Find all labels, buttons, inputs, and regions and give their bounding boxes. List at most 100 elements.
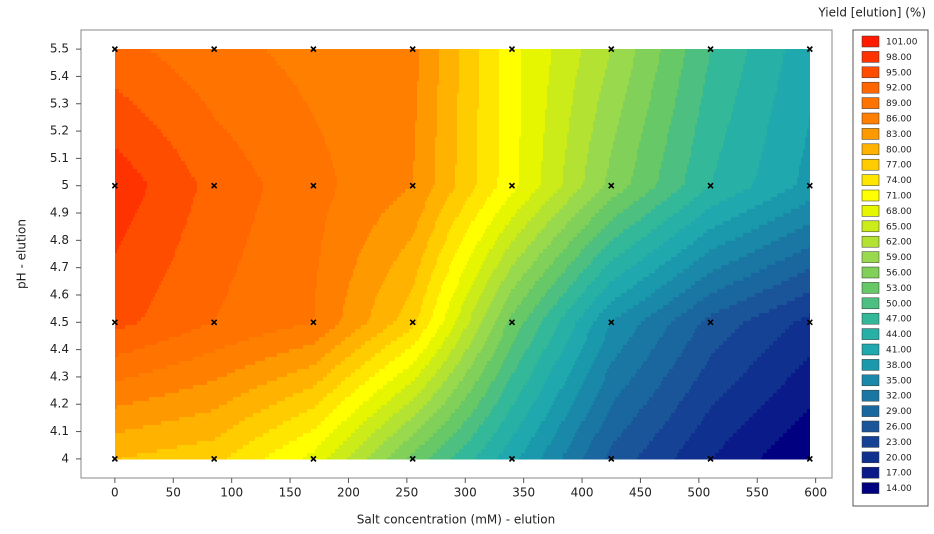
contour-cell [660,165,688,170]
contour-cell [244,245,322,250]
contour-cell [784,257,810,262]
contour-cell [570,405,592,410]
contour-cell [578,425,602,430]
contour-cell [634,329,666,334]
contour-cell [766,221,810,226]
contour-cell [444,277,460,282]
contour-cell [392,321,418,326]
contour-cell [666,217,696,222]
y-tick-label: 5.5 [50,42,69,56]
contour-cell [132,401,228,406]
contour-cell [166,365,246,370]
contour-cell [588,149,612,154]
contour-cell [574,213,596,218]
contour-cell [180,233,250,238]
contour-cell [742,189,786,194]
contour-cell [612,441,650,446]
contour-cell [382,281,416,286]
contour-cell [516,257,538,262]
contour-cell [734,101,774,106]
contour-cell [114,105,138,110]
contour-cell [564,269,584,274]
contour-cell [648,273,678,278]
contour-cell [224,345,304,350]
contour-cell [624,93,652,98]
contour-cell [612,237,642,242]
contour-cell [608,157,638,162]
contour-cell [692,137,726,142]
contour-cell [326,217,380,222]
contour-cell [622,429,660,434]
contour-cell [682,65,708,70]
contour-cell [550,337,570,342]
contour-cell [172,145,240,150]
contour-cell [426,241,446,246]
contour-cell [268,405,316,410]
contour-cell [498,77,522,82]
contour-cell [494,349,510,354]
contour-cell [516,233,538,238]
contour-cell [590,325,610,330]
contour-cell [588,145,614,150]
contour-cell [344,337,372,342]
contour-cell [540,297,560,302]
contour-cell [618,121,646,126]
contour-cell [514,369,534,374]
contour-cell [458,77,480,82]
contour-cell [244,417,292,422]
contour-cell [544,125,570,130]
contour-cell [692,333,732,338]
contour-cell [520,121,546,126]
contour-cell [466,197,488,202]
contour-cell [476,137,500,142]
contour-cell [676,189,704,194]
contour-cell [612,217,642,222]
contour-cell [456,105,480,110]
contour-cell [652,81,680,86]
contour-cell [700,321,744,326]
contour-cell [114,137,168,142]
contour-cell [454,217,476,222]
contour-cell [114,217,134,222]
legend-label: 20.00 [886,453,912,463]
contour-cell [412,433,434,438]
contour-cell [314,289,348,294]
contour-cell [318,401,342,406]
contour-cell [440,445,464,450]
contour-cell [232,137,326,142]
contour-cell [528,289,548,294]
contour-cell [614,317,646,322]
contour-cell [684,393,724,398]
contour-cell [726,337,778,342]
contour-cell [604,373,636,378]
contour-cell [362,401,388,406]
contour-cell [520,453,544,458]
contour-cell [604,73,632,78]
contour-cell [604,225,630,230]
contour-cell [510,289,530,294]
contour-cell [768,309,810,314]
contour-cell [128,97,202,102]
contour-cell [606,201,634,206]
contour-cell [330,153,416,158]
contour-cell [196,189,264,194]
contour-cell [498,397,518,402]
contour-cell [276,61,420,66]
contour-cell [646,233,676,238]
contour-cell [544,117,570,122]
contour-cell [668,125,696,130]
contour-cell [334,345,362,350]
contour-cell [602,205,630,210]
contour-cell [420,309,434,314]
contour-cell [760,157,802,162]
contour-cell [194,193,262,198]
contour-cell [606,169,634,174]
contour-cell [572,365,592,370]
contour-cell [400,353,420,358]
contour-cell [398,409,420,414]
contour-cell [540,353,562,358]
contour-cell [378,217,420,222]
contour-cell [476,173,500,178]
contour-cell [114,93,124,98]
contour-cell [262,433,304,438]
